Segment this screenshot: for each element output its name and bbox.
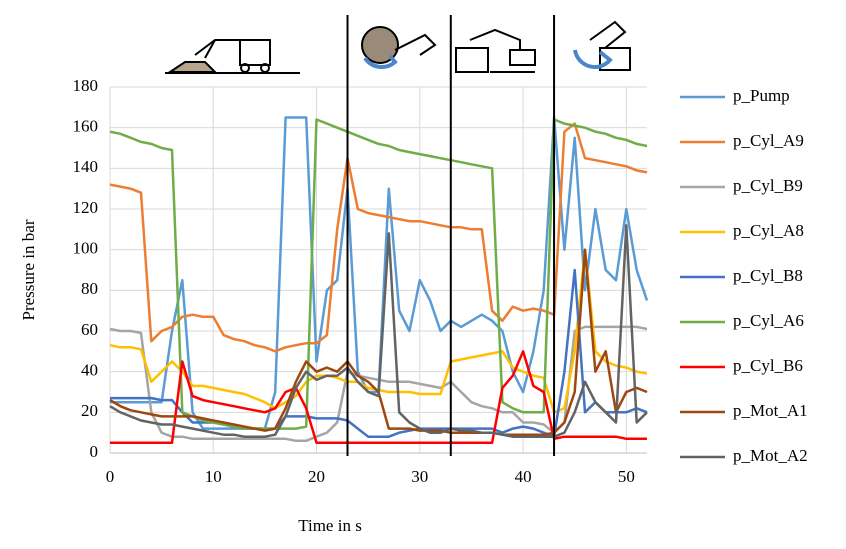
legend-label: p_Cyl_A9 bbox=[733, 131, 804, 150]
legend-label: p_Cyl_B8 bbox=[733, 266, 803, 285]
x-tick-label: 50 bbox=[618, 467, 635, 486]
x-axis-title: Time in s bbox=[298, 516, 362, 535]
x-tick-label: 10 bbox=[205, 467, 222, 486]
y-tick-label: 20 bbox=[81, 401, 98, 420]
y-tick-label: 0 bbox=[90, 442, 99, 461]
legend-label: p_Mot_A1 bbox=[733, 401, 808, 420]
x-tick-label: 30 bbox=[411, 467, 428, 486]
y-tick-label: 60 bbox=[81, 320, 98, 339]
y-tick-label: 120 bbox=[73, 198, 99, 217]
phase-icons bbox=[165, 22, 630, 73]
legend-label: p_Cyl_B9 bbox=[733, 176, 803, 195]
chart: Time in s Pressure in bar 02040608010012… bbox=[0, 0, 846, 544]
y-tick-label: 80 bbox=[81, 279, 98, 298]
y-tick-label: 180 bbox=[73, 76, 99, 95]
x-tick-label: 0 bbox=[106, 467, 115, 486]
legend-label: p_Cyl_A6 bbox=[733, 311, 804, 330]
x-tick-label: 40 bbox=[515, 467, 532, 486]
x-tick-label: 20 bbox=[308, 467, 325, 486]
y-tick-label: 100 bbox=[73, 239, 99, 258]
legend-label: p_Cyl_B6 bbox=[733, 356, 803, 375]
y-axis-title: Pressure in bar bbox=[19, 219, 38, 320]
legend-label: p_Mot_A2 bbox=[733, 446, 808, 465]
y-tick-label: 160 bbox=[73, 117, 99, 136]
legend-label: p_Cyl_A8 bbox=[733, 221, 804, 240]
y-tick-label: 140 bbox=[73, 157, 99, 176]
y-tick-label: 40 bbox=[81, 361, 98, 380]
legend-label: p_Pump bbox=[733, 86, 790, 105]
